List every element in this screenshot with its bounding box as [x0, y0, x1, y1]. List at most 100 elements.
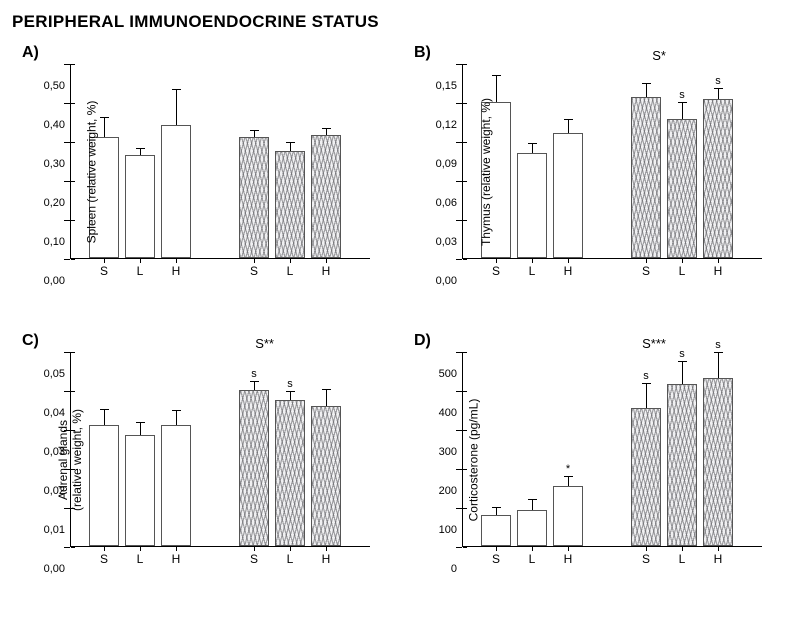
x-tick	[718, 546, 719, 551]
bar	[517, 510, 547, 546]
y-tick	[456, 64, 462, 65]
error-bar	[104, 118, 105, 138]
error-cap	[678, 102, 687, 103]
x-tick	[568, 546, 569, 551]
error-bar	[326, 129, 327, 135]
x-tick	[290, 258, 291, 263]
panel-a: A)SLHSLHSpleen (relative weight, %)0,000…	[12, 42, 384, 312]
y-tick	[64, 181, 70, 182]
bar	[631, 408, 661, 546]
error-bar	[568, 120, 569, 133]
bar-annotation: s	[715, 75, 721, 87]
error-cap	[322, 389, 331, 390]
y-tick	[64, 259, 70, 260]
y-tick-label: 0,10	[44, 236, 65, 248]
x-tick-label: S	[100, 552, 108, 566]
panel-grid: A) S L H S L H Spleen (relative weight, %) 0,00 0…	[12, 42, 776, 600]
x-tick	[140, 546, 141, 551]
x-tick-label: L	[529, 552, 536, 566]
y-tick-label: 500	[439, 368, 457, 380]
bar	[239, 137, 269, 258]
y-tick-label: 0,40	[44, 119, 65, 131]
plot-area: SLHsSsLH	[70, 352, 370, 547]
y-tick-label: 0,20	[44, 197, 65, 209]
error-bar	[176, 411, 177, 425]
bar	[631, 97, 661, 258]
y-tick-label: 200	[439, 485, 457, 497]
y-tick	[456, 181, 462, 182]
x-tick	[682, 258, 683, 263]
error-cap	[136, 422, 145, 423]
y-tick	[463, 220, 467, 221]
y-tick-label: 0,01	[44, 524, 65, 536]
panel-label: B)	[414, 44, 431, 62]
x-tick	[646, 258, 647, 263]
x-tick-label: L	[287, 552, 294, 566]
x-tick	[496, 258, 497, 263]
panel-label: D)	[414, 332, 431, 350]
chart: SLHSsLsHThymus (relative weight, %)0,000…	[462, 64, 762, 279]
error-bar	[718, 89, 719, 99]
y-tick-label: 0,02	[44, 485, 65, 497]
error-bar	[254, 382, 255, 390]
y-axis-label: Thymus (relative weight, %)	[479, 97, 493, 245]
y-tick-label: 0,15	[436, 80, 457, 92]
y-tick	[71, 391, 75, 392]
x-tick-label: S	[642, 552, 650, 566]
y-tick	[463, 142, 467, 143]
y-tick	[463, 259, 467, 260]
y-tick-label: 0,05	[44, 368, 65, 380]
y-tick	[456, 259, 462, 260]
bar	[517, 153, 547, 258]
y-tick	[456, 430, 462, 431]
y-tick	[71, 142, 75, 143]
bar	[125, 155, 155, 258]
y-tick-label: 0,09	[436, 158, 457, 170]
stat-note: S***	[642, 336, 666, 351]
panel-label: A)	[22, 44, 39, 62]
error-cap	[678, 361, 687, 362]
y-tick-label: 300	[439, 446, 457, 458]
x-tick	[176, 258, 177, 263]
bar	[275, 400, 305, 546]
y-tick	[64, 142, 70, 143]
error-bar	[290, 143, 291, 151]
bar	[275, 151, 305, 258]
error-cap	[286, 142, 295, 143]
x-tick	[646, 546, 647, 551]
x-tick-label: S	[250, 264, 258, 278]
error-cap	[492, 75, 501, 76]
y-tick	[456, 391, 462, 392]
y-tick	[463, 547, 467, 548]
panel-d: D)S***SL*HsSsLsHCorticosterone (pg/mL)01…	[404, 330, 776, 600]
stat-note: S**	[255, 336, 274, 351]
x-tick	[326, 546, 327, 551]
x-tick-label: H	[714, 264, 723, 278]
x-tick-label: S	[250, 552, 258, 566]
x-tick	[326, 258, 327, 263]
error-bar	[682, 103, 683, 119]
x-tick	[568, 258, 569, 263]
y-tick-label: 0,00	[44, 563, 65, 575]
y-tick	[463, 391, 467, 392]
error-cap	[528, 143, 537, 144]
x-tick-label: H	[172, 264, 181, 278]
error-bar	[682, 362, 683, 385]
error-bar	[140, 423, 141, 435]
bar-annotation: s	[251, 368, 257, 380]
bar	[89, 425, 119, 546]
x-tick-label: L	[679, 264, 686, 278]
x-tick-label: H	[714, 552, 723, 566]
panel-label: C)	[22, 332, 39, 350]
y-tick-label: 0,06	[436, 197, 457, 209]
bar	[667, 119, 697, 258]
x-tick	[254, 258, 255, 263]
x-tick-label: L	[287, 264, 294, 278]
y-axis-label: Spleen (relative weight, %)	[84, 100, 98, 243]
y-tick	[71, 352, 75, 353]
error-cap	[136, 148, 145, 149]
page-title: PERIPHERAL IMMUNOENDOCRINE STATUS	[12, 12, 776, 32]
bar	[239, 390, 269, 546]
error-cap	[250, 381, 259, 382]
x-tick-label: L	[529, 264, 536, 278]
